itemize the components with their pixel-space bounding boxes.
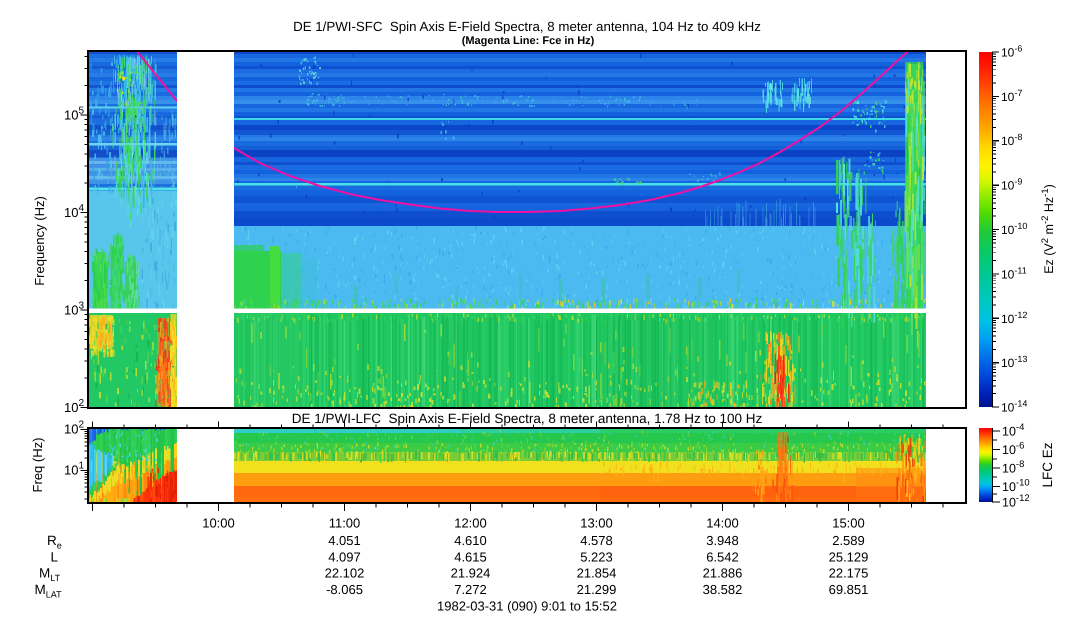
svg-text:4.051: 4.051 — [328, 533, 361, 548]
svg-text:13:00: 13:00 — [580, 516, 613, 531]
svg-text:4.097: 4.097 — [328, 550, 361, 565]
svg-text:7.272: 7.272 — [454, 582, 487, 597]
svg-text:25.129: 25.129 — [829, 550, 869, 565]
svg-text:21.854: 21.854 — [577, 566, 617, 581]
svg-text:6.542: 6.542 — [706, 550, 739, 565]
svg-text:3.948: 3.948 — [706, 533, 739, 548]
svg-text:21.299: 21.299 — [577, 582, 617, 597]
svg-text:(Magenta Line: Fce in Hz): (Magenta Line: Fce in Hz) — [462, 35, 595, 47]
svg-text:22.175: 22.175 — [829, 566, 869, 581]
svg-text:L: L — [51, 550, 59, 565]
svg-text:Ez (V2 m-2 Hz-1): Ez (V2 m-2 Hz-1) — [1040, 184, 1056, 274]
svg-text:69.851: 69.851 — [829, 582, 869, 597]
svg-text:21.924: 21.924 — [451, 566, 491, 581]
svg-text:22.102: 22.102 — [325, 566, 365, 581]
svg-text:1982-03-31 (090) 9:01 to 15:52: 1982-03-31 (090) 9:01 to 15:52 — [437, 599, 617, 614]
svg-text:LFC Ez: LFC Ez — [1040, 442, 1055, 487]
svg-text:4.615: 4.615 — [454, 550, 487, 565]
svg-text:4.610: 4.610 — [454, 533, 487, 548]
svg-text:5.223: 5.223 — [580, 550, 613, 565]
svg-text:15:00: 15:00 — [832, 516, 865, 531]
svg-text:DE 1/PWI-SFC Spin Axis E-Fiel: DE 1/PWI-SFC Spin Axis E-Field Spectra, … — [293, 19, 761, 34]
svg-text:14:00: 14:00 — [706, 516, 739, 531]
svg-text:Frequency (Hz): Frequency (Hz) — [32, 196, 47, 286]
svg-text:21.886: 21.886 — [703, 566, 743, 581]
svg-text:4.578: 4.578 — [580, 533, 613, 548]
svg-text:11:00: 11:00 — [329, 516, 361, 531]
svg-text:10:00: 10:00 — [202, 516, 235, 531]
svg-text:38.582: 38.582 — [703, 582, 743, 597]
svg-text:2.589: 2.589 — [832, 533, 865, 548]
svg-text:DE 1/PWI-LFC Spin Axis E-Fiel: DE 1/PWI-LFC Spin Axis E-Field Spectra, … — [292, 411, 763, 426]
svg-text:Freq (Hz): Freq (Hz) — [30, 438, 45, 493]
svg-text:-8.065: -8.065 — [326, 582, 363, 597]
svg-text:12:00: 12:00 — [454, 516, 487, 531]
